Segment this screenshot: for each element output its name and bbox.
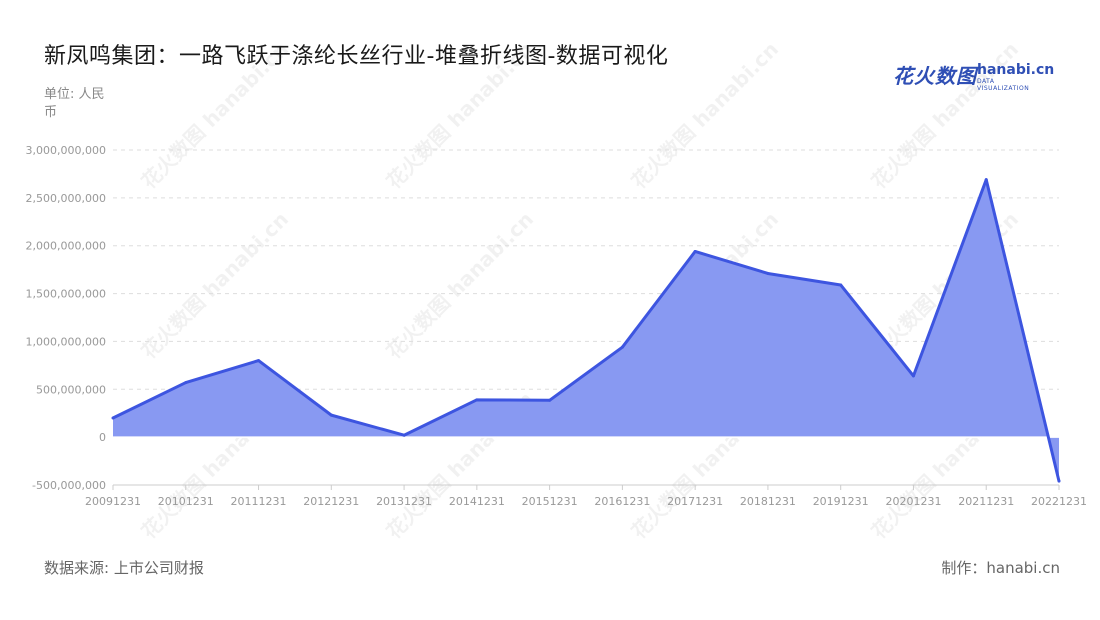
x-tick-label: 20151231 [522, 495, 578, 508]
data-point-10 [839, 283, 843, 287]
x-tick-label: 20161231 [594, 495, 650, 508]
data-point-0 [111, 416, 115, 420]
chart-title: 新凤鸣集团：一路飞跃于涤纶长丝行业-堆叠折线图-数据可视化 [44, 44, 669, 69]
y-tick-label: 500,000,000 [36, 383, 106, 396]
x-tick-label: 20131231 [376, 495, 432, 508]
watermark-0: 花火数图 hanabi.cn [137, 37, 293, 193]
data-point-4 [402, 433, 406, 437]
y-tick-label: 2,500,000,000 [26, 192, 106, 205]
logo-en-text: hanabi.cn [977, 62, 1055, 78]
x-tick-label: 20111231 [231, 495, 287, 508]
data-source: 数据来源: 上市公司财报 [44, 559, 204, 577]
data-point-1 [184, 381, 188, 385]
logo-cn-text: 花火数图 [893, 64, 977, 88]
x-tick-label: 20181231 [740, 495, 796, 508]
series-line [112, 178, 1061, 482]
data-point-8 [693, 249, 697, 253]
area-fill [113, 179, 1059, 482]
watermark-3: 花火数图 hanabi.cn [867, 37, 1023, 193]
data-point-3 [329, 413, 333, 417]
data-point-7 [620, 345, 624, 349]
data-point-11 [911, 374, 915, 378]
y-tick-label: 3,000,000,000 [26, 144, 106, 157]
watermark-2: 花火数图 hanabi.cn [627, 37, 783, 193]
data-point-9 [766, 271, 770, 275]
y-tick-label: 1,500,000,000 [26, 288, 106, 301]
brand-logo: 花火数图 hanabi.cn DATA VISUALIZATION [893, 60, 1054, 92]
maker-credit: 制作：hanabi.cn [941, 559, 1060, 577]
watermark-5: 花火数图 hanabi.cn [382, 207, 538, 363]
y-tick-label: 1,000,000,000 [26, 335, 106, 348]
watermark-4: 花火数图 hanabi.cn [137, 207, 293, 363]
x-tick-label: 20101231 [158, 495, 214, 508]
data-point-12 [984, 178, 988, 182]
x-tick-label: 20171231 [667, 495, 723, 508]
data-point-5 [475, 398, 479, 402]
data-point-13 [1057, 479, 1061, 483]
x-tick-label: 20191231 [813, 495, 869, 508]
data-point-2 [257, 359, 261, 363]
x-tick-label: 20141231 [449, 495, 505, 508]
x-tick-label: 20221231 [1031, 495, 1087, 508]
x-tick-label: 20201231 [885, 495, 941, 508]
logo-sub-text: DATA VISUALIZATION [977, 78, 1030, 92]
watermark-1: 花火数图 hanabi.cn [382, 37, 538, 193]
y-tick-label: 2,000,000,000 [26, 240, 106, 253]
x-tick-label: 20091231 [85, 495, 141, 508]
x-tick-label: 20211231 [958, 495, 1014, 508]
y-tick-label: -500,000,000 [32, 479, 106, 492]
data-point-6 [548, 398, 552, 402]
x-tick-label: 20121231 [303, 495, 359, 508]
unit-label: 单位: 人民币 [44, 87, 105, 120]
y-tick-label: 0 [99, 431, 106, 444]
